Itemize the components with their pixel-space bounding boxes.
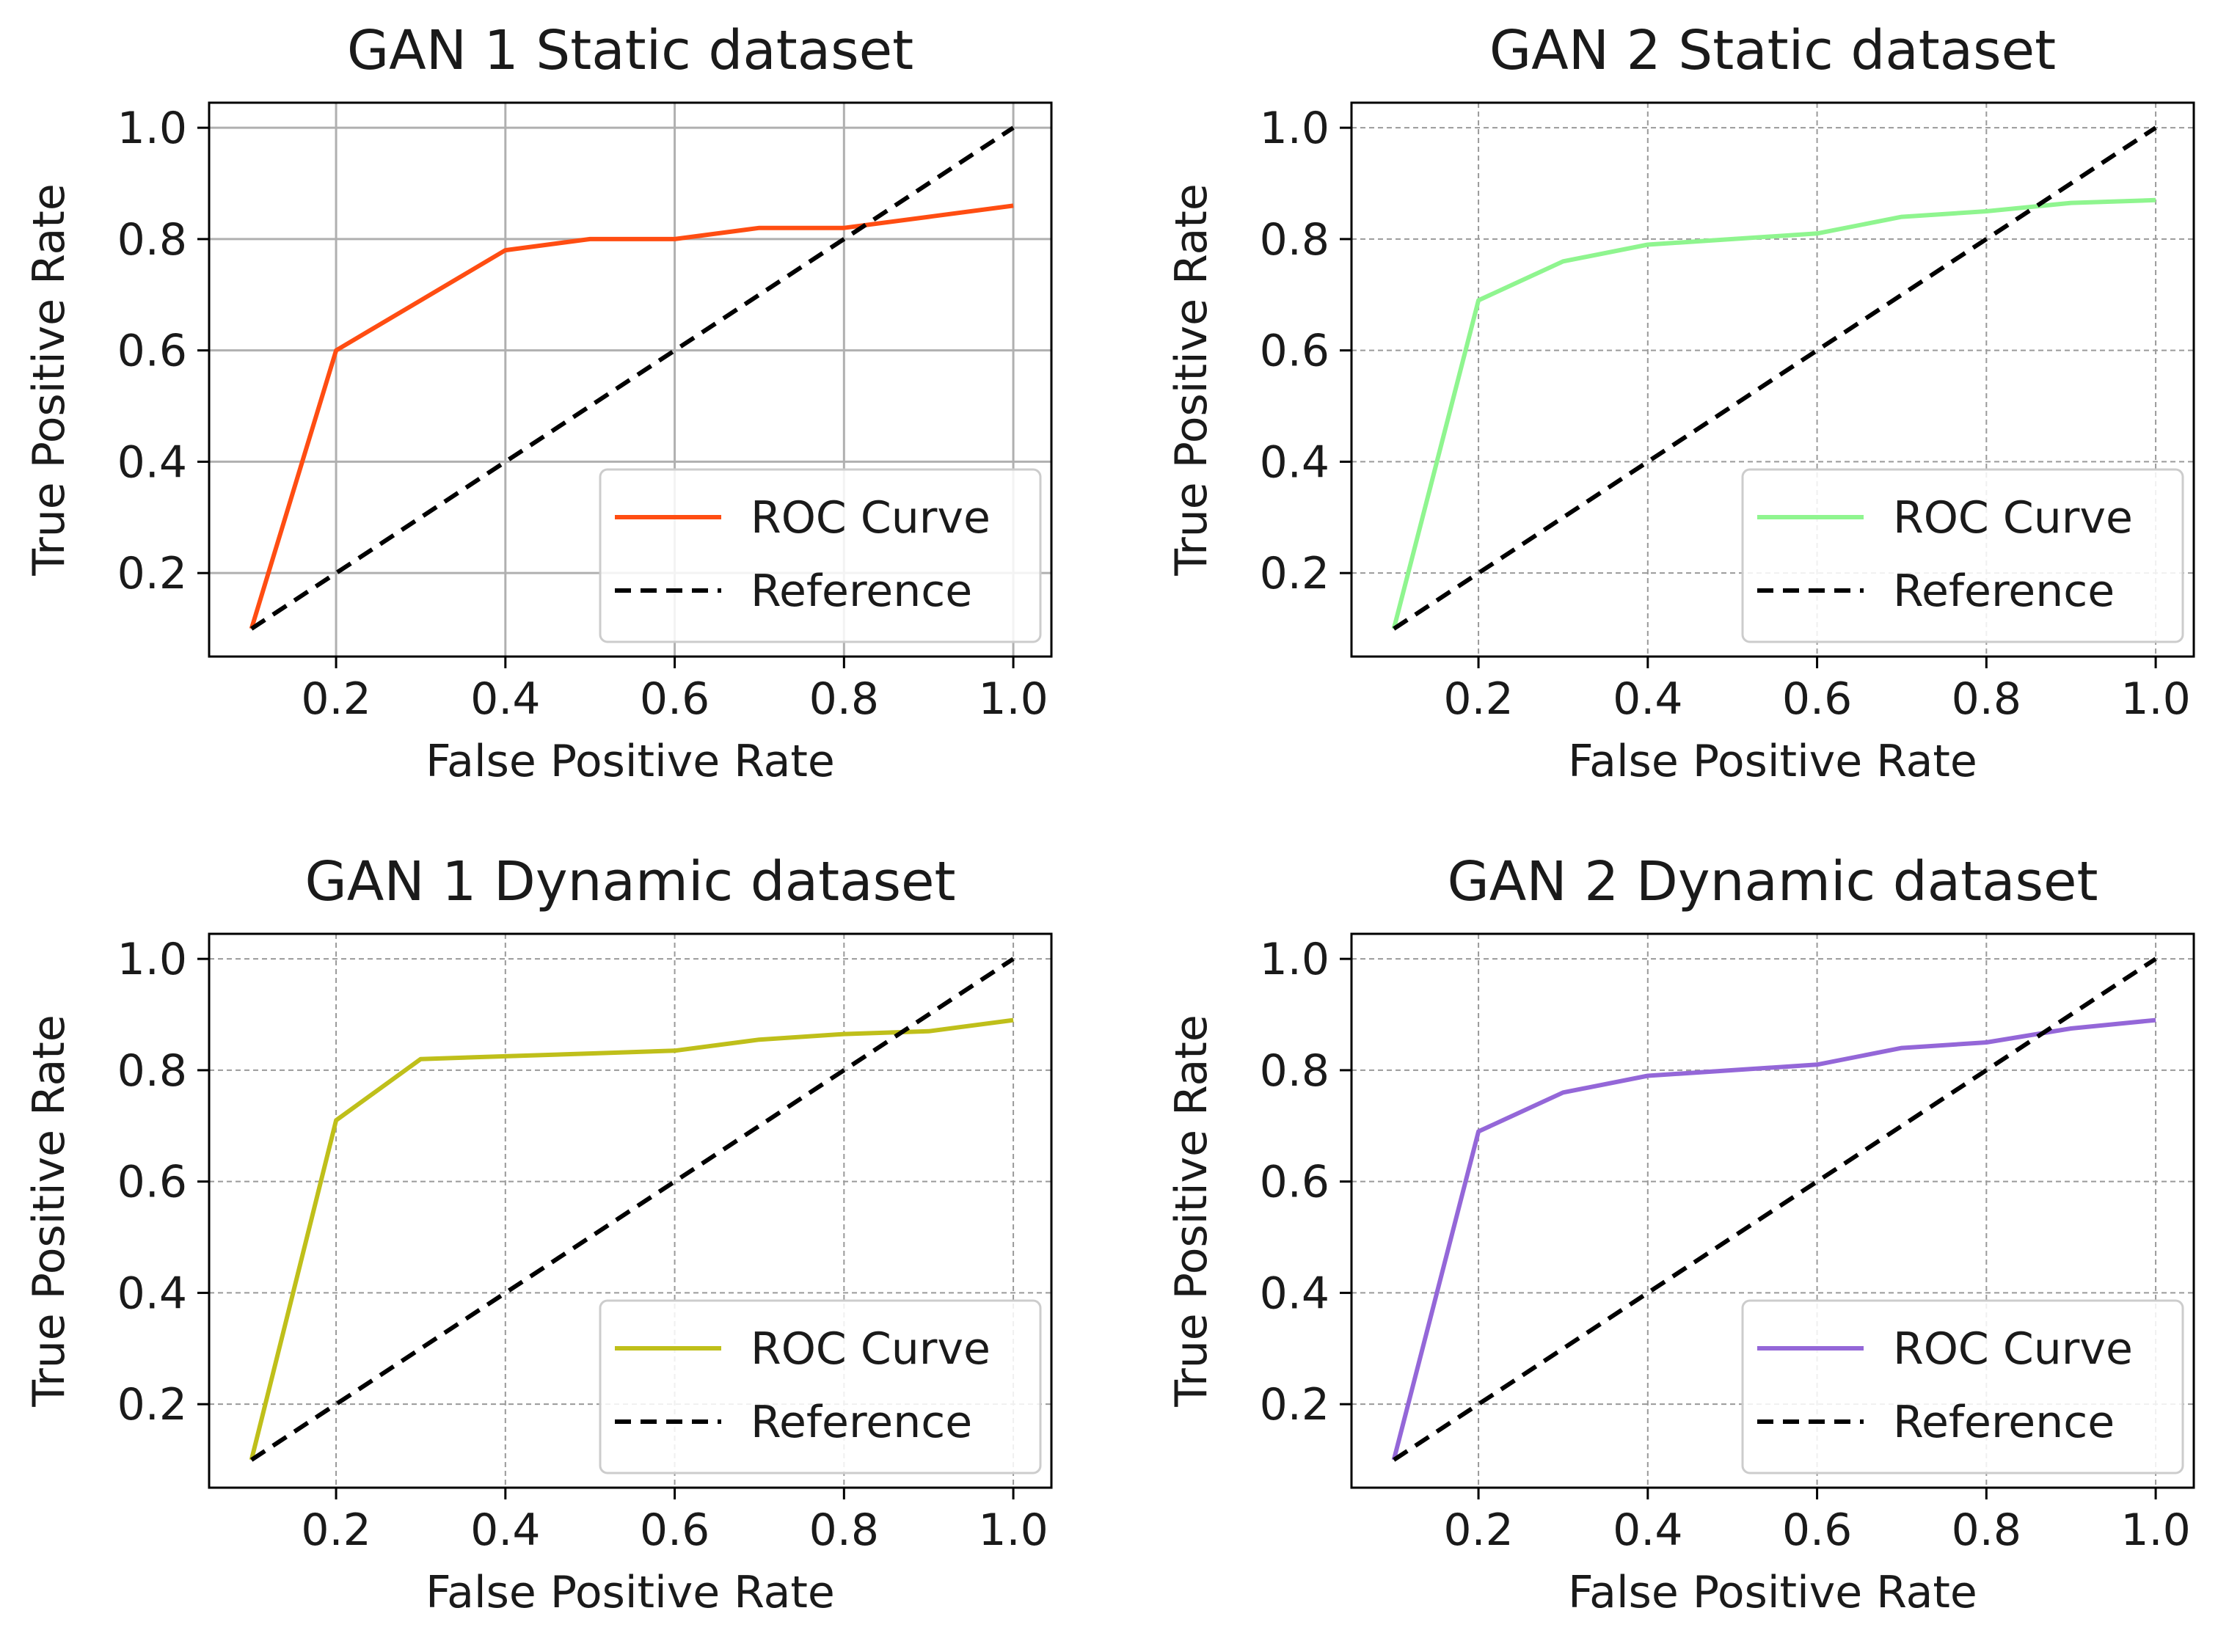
y-tick-label: 0.4 [117,1268,187,1319]
x-tick-label: 0.4 [470,1505,540,1556]
x-tick-label: 0.6 [1782,1505,1852,1556]
x-tick-label: 0.6 [640,673,709,725]
y-tick-label: 0.8 [1260,1045,1329,1097]
x-tick-label: 0.2 [301,673,371,725]
y-tick-label: 0.6 [117,1157,187,1208]
legend-roc-label: ROC Curve [1893,1323,2133,1375]
legend-reference-label: Reference [751,1397,972,1448]
plot-frame [208,932,1053,1489]
legend-roc-label: ROC Curve [751,492,991,544]
legend-box [1741,1299,2184,1474]
roc-curve-line [1391,197,2156,629]
x-tick-label: 0.8 [809,673,879,725]
x-tick-label: 0.4 [1613,1505,1682,1556]
plot-frame [1350,932,2195,1489]
y-axis-label: True Positive Rate [1166,1015,1217,1407]
roc-curve-line [249,203,1014,629]
legend-roc-label: ROC Curve [751,1323,991,1375]
y-tick-label: 0.4 [1260,1268,1329,1319]
chart-title: GAN 2 Static dataset [1489,19,2056,82]
legend-box [599,468,1042,643]
x-tick-label: 1.0 [2120,673,2190,725]
x-tick-label: 0.8 [1952,1505,2021,1556]
y-axis-label: True Positive Rate [23,183,75,576]
x-axis-label: False Positive Rate [426,1567,835,1618]
plot-frame [208,101,1053,658]
chart-title: GAN 1 Dynamic dataset [304,850,955,913]
panel-1: 0.2 0.2 0.4 0.4 0.6 0.6 0.8 0.8 1.0 1.0 GAN 1 Stat… [23,19,1053,787]
reference-line [250,957,1015,1462]
legend-box [1741,468,2184,643]
x-tick-label: 0.2 [1443,673,1513,725]
reference-line [1393,957,2157,1462]
y-tick-label: 0.8 [117,214,187,266]
x-tick-label: 0.8 [809,1505,879,1556]
y-tick-label: 0.8 [1260,214,1329,266]
x-tick-label: 0.8 [1952,673,2021,725]
y-tick-label: 0.4 [117,436,187,488]
x-tick-label: 1.0 [978,673,1048,725]
x-tick-label: 0.2 [1443,1505,1513,1556]
x-tick-label: 0.6 [1782,673,1852,725]
panel-3: 0.2 0.2 0.4 0.4 0.6 0.6 0.8 0.8 1.0 1.0 GAN 1 Dyna… [23,850,1053,1618]
legend-roc-label: ROC Curve [1893,492,2133,544]
legend-reference-label: Reference [1893,1397,2115,1448]
x-axis-label: False Positive Rate [1568,1567,1977,1618]
reference-line [1393,125,2157,631]
x-axis-label: False Positive Rate [426,736,835,787]
y-tick-label: 1.0 [117,103,187,154]
legend-box [599,1299,1042,1474]
roc-curve-line [249,1017,1014,1461]
plot-frame [1350,101,2195,658]
panel-4: 0.2 0.2 0.4 0.4 0.6 0.6 0.8 0.8 1.0 1.0 GAN 2 Dyna… [1166,850,2195,1618]
x-tick-label: 1.0 [2120,1505,2190,1556]
y-axis-label: True Positive Rate [23,1015,75,1407]
y-tick-label: 0.2 [117,548,187,599]
y-tick-label: 0.4 [1260,436,1329,488]
y-axis-label: True Positive Rate [1166,183,1217,576]
y-tick-label: 1.0 [1260,103,1329,154]
chart-title: GAN 1 Static dataset [347,19,913,82]
y-tick-label: 0.8 [117,1045,187,1097]
roc-curve-line [1391,1017,2156,1461]
x-tick-label: 0.4 [1613,673,1682,725]
panel-2: 0.2 0.2 0.4 0.4 0.6 0.6 0.8 0.8 1.0 1.0 GAN 2 Stat… [1166,19,2195,787]
y-tick-label: 1.0 [117,934,187,985]
y-tick-label: 0.6 [1260,326,1329,377]
y-tick-label: 0.6 [1260,1157,1329,1208]
x-tick-label: 0.2 [301,1505,371,1556]
y-tick-label: 0.2 [1260,548,1329,599]
y-tick-label: 0.2 [1260,1379,1329,1430]
x-axis-label: False Positive Rate [1568,736,1977,787]
reference-line [250,125,1015,631]
y-tick-label: 0.2 [117,1379,187,1430]
x-tick-label: 0.4 [470,673,540,725]
y-tick-label: 0.6 [117,326,187,377]
y-tick-label: 1.0 [1260,934,1329,985]
legend-reference-label: Reference [1893,566,2115,617]
x-tick-label: 1.0 [978,1505,1048,1556]
chart-title: GAN 2 Dynamic dataset [1447,850,2098,913]
legend-reference-label: Reference [751,566,972,617]
x-tick-label: 0.6 [640,1505,709,1556]
